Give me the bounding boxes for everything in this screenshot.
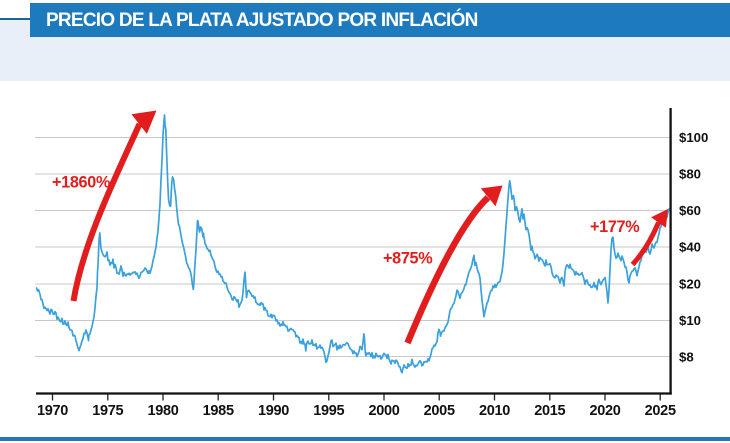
- svg-text:2025: 2025: [645, 403, 676, 419]
- svg-text:2000: 2000: [368, 403, 399, 419]
- svg-text:1990: 1990: [258, 403, 289, 419]
- svg-text:+1860%: +1860%: [52, 174, 110, 192]
- svg-text:2020: 2020: [589, 403, 620, 419]
- svg-text:$8: $8: [679, 349, 694, 364]
- svg-text:$40: $40: [679, 240, 701, 255]
- svg-text:2010: 2010: [479, 403, 510, 419]
- svg-text:+177%: +177%: [590, 218, 639, 236]
- svg-text:2005: 2005: [424, 403, 455, 419]
- svg-text:1980: 1980: [147, 403, 178, 419]
- svg-text:$100: $100: [679, 130, 708, 145]
- svg-text:1995: 1995: [313, 403, 344, 419]
- svg-text:$10: $10: [679, 313, 701, 328]
- svg-text:+875%: +875%: [383, 250, 432, 268]
- svg-text:$60: $60: [679, 203, 701, 218]
- svg-text:1970: 1970: [37, 403, 68, 419]
- svg-text:$80: $80: [679, 167, 701, 182]
- svg-text:1985: 1985: [203, 403, 234, 419]
- svg-text:1975: 1975: [92, 403, 123, 419]
- svg-text:2015: 2015: [534, 403, 565, 419]
- svg-text:$20: $20: [679, 277, 701, 292]
